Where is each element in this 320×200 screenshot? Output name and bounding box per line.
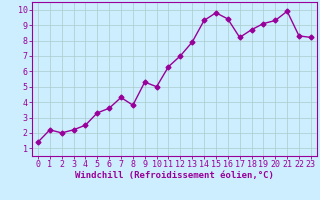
X-axis label: Windchill (Refroidissement éolien,°C): Windchill (Refroidissement éolien,°C) [75,171,274,180]
